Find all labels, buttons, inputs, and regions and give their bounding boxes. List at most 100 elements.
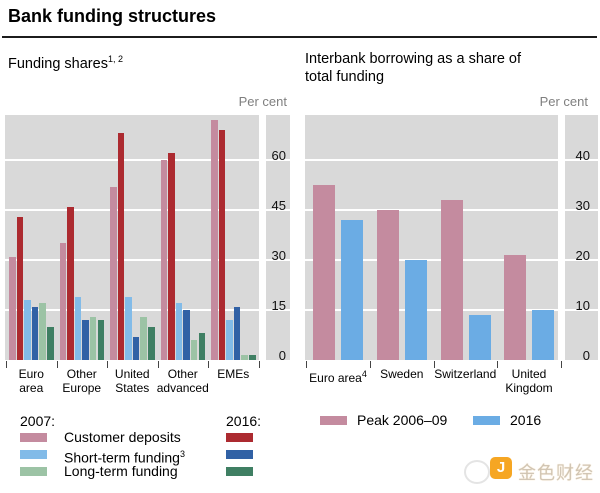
x-axis-tick <box>157 361 159 368</box>
x-axis-category-label: Euro area4 <box>309 369 367 385</box>
bar <box>504 255 526 360</box>
bar <box>16 216 24 360</box>
gridline <box>5 309 290 311</box>
x-axis-category-label: Other advanced <box>156 367 209 395</box>
bar <box>190 340 198 360</box>
bar <box>168 153 175 360</box>
bar <box>74 296 82 360</box>
bar <box>31 306 39 360</box>
x-axis-category-label: Switzerland <box>434 367 497 381</box>
bar <box>140 316 147 360</box>
bar <box>39 303 46 360</box>
x-axis-tick <box>497 361 498 368</box>
legend-swatch <box>473 416 500 425</box>
bar <box>241 355 248 360</box>
gridline <box>5 209 290 211</box>
watermark-circle-icon <box>464 460 490 484</box>
legend-label: Customer deposits <box>64 429 181 445</box>
x-axis-tick <box>370 361 371 368</box>
y-axis-tick-label: 30 <box>271 248 286 263</box>
bar <box>97 320 104 360</box>
x-axis-category-label: EMEs <box>217 367 250 381</box>
bar <box>59 243 66 360</box>
x-axis-tick <box>258 361 260 368</box>
legend-label: 2016 <box>510 412 542 428</box>
page-title: Bank funding structures <box>8 6 217 26</box>
bar <box>313 185 335 360</box>
bar <box>249 355 256 360</box>
left-chart-title-footnote: 1, 2 <box>107 54 123 64</box>
legend-2007-header: 2007: <box>20 413 56 429</box>
bar <box>532 310 554 360</box>
y-axis-tick-label: 0 <box>278 348 286 363</box>
left-plot-area: 0 15 30 45 60 <box>5 115 290 363</box>
bar <box>183 310 190 360</box>
x-axis-category-label: Euro area <box>18 367 44 395</box>
x-axis-category-label: Sweden <box>380 367 424 381</box>
bar <box>160 160 167 360</box>
right-chart-title-text: Interbank borrowing as a share of total … <box>305 51 522 85</box>
y-axis-tick-label: 60 <box>271 148 286 163</box>
x-axis-category-label: United Kingdom <box>505 367 553 395</box>
left-unit-label: Per cent <box>238 94 287 109</box>
bar <box>440 200 463 360</box>
bar <box>218 130 226 360</box>
legend-swatch-2007 <box>20 450 47 459</box>
legend-swatch-2007 <box>20 467 47 476</box>
legend-swatch-2016 <box>226 433 253 442</box>
bar <box>82 320 89 360</box>
y-axis-tick-label: 15 <box>271 298 286 313</box>
legend-2016-header: 2016: <box>226 413 262 429</box>
bar <box>341 220 363 360</box>
title-divider <box>2 36 597 38</box>
bar <box>377 210 399 360</box>
x-axis-tick <box>56 361 58 368</box>
x-axis-tick <box>306 361 307 368</box>
x-axis-tick <box>107 361 108 368</box>
legend-label: Short-term funding3 <box>64 449 185 466</box>
right-legend: Peak 2006–09 2016 <box>305 410 600 440</box>
legend-swatch-2016 <box>226 450 253 459</box>
bar <box>233 306 241 360</box>
bar <box>468 315 491 360</box>
x-axis-tick <box>433 361 435 368</box>
gridline <box>305 159 598 161</box>
watermark: J 金色财经 <box>462 452 598 488</box>
left-chart-title: Funding shares1, 2 <box>8 50 238 73</box>
bar <box>47 326 54 360</box>
x-axis-tick <box>208 361 209 368</box>
bar <box>211 120 218 360</box>
jinse-logo-icon: J <box>490 457 512 479</box>
axis-separator <box>258 115 266 360</box>
bar <box>117 133 125 360</box>
axis-separator <box>558 115 565 360</box>
y-axis-tick-label: 0 <box>582 348 590 363</box>
gridline <box>5 159 290 161</box>
bar <box>67 206 74 360</box>
y-axis-tick-label: 45 <box>271 198 286 213</box>
bar <box>405 260 427 360</box>
x-axis-tick <box>561 361 562 368</box>
legend-swatch <box>320 416 347 425</box>
x-axis-category-label: Other Europe <box>62 367 102 395</box>
y-axis-tick-label: 10 <box>575 298 590 313</box>
right-x-axis: Euro area4 Sweden Switzerland United Kingdom <box>305 360 600 412</box>
right-chart-title: Interbank borrowing as a share of total … <box>305 50 550 86</box>
bar <box>110 186 117 360</box>
left-legend: 2007: 2016: Customer deposits Short-term … <box>0 410 300 490</box>
bar <box>175 303 183 360</box>
watermark-text: 金色财经 <box>518 463 594 483</box>
legend-swatch-2016 <box>226 467 253 476</box>
y-axis-tick-label: 40 <box>575 148 590 163</box>
bar <box>148 326 155 360</box>
right-unit-label: Per cent <box>539 94 588 109</box>
gridline <box>5 259 290 261</box>
bar <box>89 316 97 360</box>
bar <box>226 320 233 360</box>
left-chart-title-text: Funding shares <box>8 55 108 72</box>
legend-label: Peak 2006–09 <box>357 412 448 428</box>
x-axis-tick <box>6 361 7 368</box>
bar <box>9 256 16 360</box>
bar <box>24 300 31 360</box>
